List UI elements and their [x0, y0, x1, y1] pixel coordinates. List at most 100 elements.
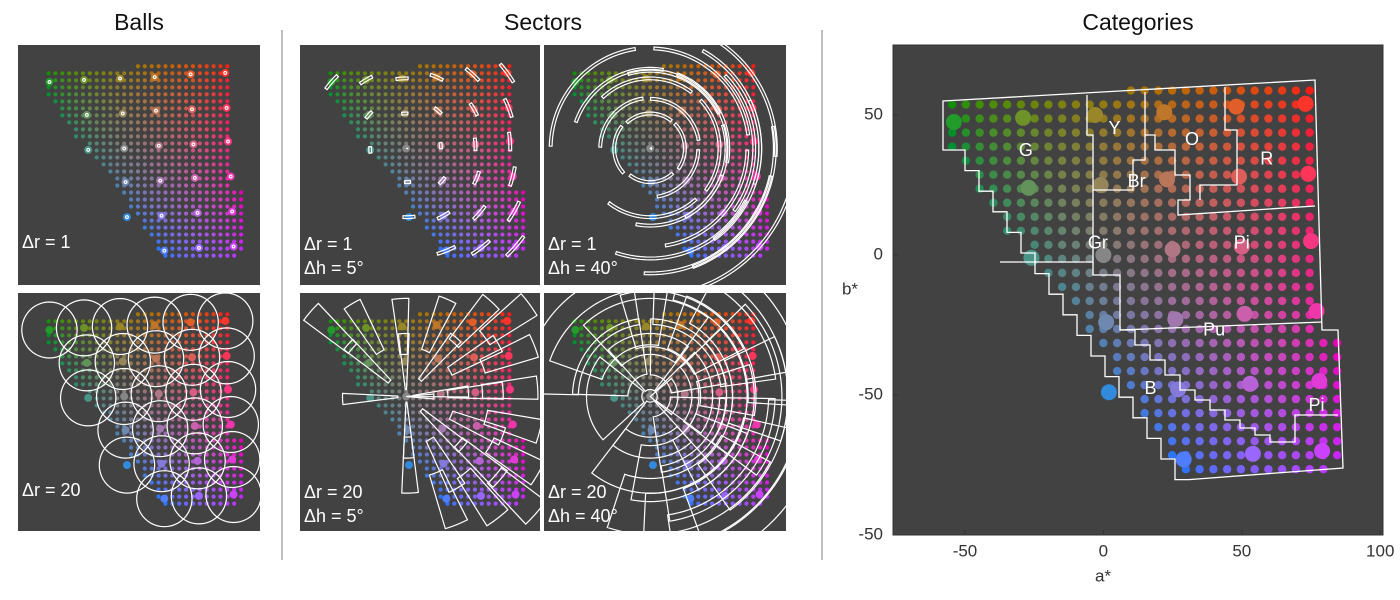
sector [504, 234, 526, 258]
ball [156, 143, 161, 148]
sample-dot [1085, 212, 1094, 221]
sample-dot [1016, 170, 1026, 179]
sample-dot [1236, 128, 1246, 137]
sample-dot [1250, 240, 1259, 250]
sample-dot [975, 114, 984, 123]
sector [446, 381, 504, 400]
sample-dot [1167, 366, 1177, 376]
sample-dot [1030, 114, 1039, 123]
sector [468, 101, 480, 117]
sample-dot [1209, 100, 1218, 109]
sample-dot [1291, 352, 1301, 362]
sample-dot [1167, 198, 1177, 207]
sample-dot [1305, 86, 1314, 95]
sample-dot [1236, 254, 1246, 264]
ball [191, 142, 196, 147]
sample-dot [1264, 310, 1273, 320]
sample-dot [1291, 380, 1301, 390]
sample-dot [1167, 436, 1177, 446]
sample-dot [1236, 282, 1246, 292]
sample-dot [1250, 338, 1259, 348]
sample-dot [1140, 366, 1149, 376]
sector [364, 109, 374, 121]
sector [402, 214, 416, 220]
sample-dot [1085, 254, 1094, 264]
category-point [1175, 451, 1192, 468]
sample-dot [1264, 268, 1273, 278]
ball [94, 332, 152, 391]
sample-dot [1291, 338, 1301, 348]
sector [630, 413, 749, 503]
sector [666, 399, 786, 531]
sample-dot [1277, 114, 1287, 123]
sample-dot [1222, 184, 1232, 193]
sample-dot [1332, 408, 1342, 418]
sample-dot [1195, 338, 1204, 348]
sample-dot [1112, 212, 1122, 221]
category-label: Pi [1309, 395, 1325, 415]
category-point [1170, 381, 1187, 398]
sector [649, 377, 679, 416]
sample-dot [1195, 212, 1204, 221]
sector [453, 436, 509, 489]
sample-dot [1140, 184, 1149, 193]
sample-dot [975, 128, 984, 137]
sample-dot [1167, 296, 1177, 306]
sector [606, 434, 772, 531]
sample-dot [1140, 212, 1149, 221]
sample-dot [1044, 184, 1053, 193]
sample-dot [1209, 282, 1218, 292]
sample-dot [1030, 100, 1039, 109]
category-point [1233, 238, 1250, 255]
sample-dot [1250, 282, 1259, 292]
sample-dot [1071, 184, 1081, 193]
sample-dot [1030, 156, 1039, 165]
ball [228, 174, 233, 179]
sample-dot [1291, 170, 1301, 179]
ball [223, 70, 228, 75]
sample-dot [1044, 240, 1053, 250]
panel-content [324, 62, 526, 258]
sample-dot [1264, 114, 1273, 123]
ball [95, 367, 153, 426]
sample-dot [1264, 352, 1273, 362]
sample-dot [1154, 366, 1163, 376]
sample-dot [1222, 394, 1232, 404]
sample-dot [1181, 408, 1191, 418]
sample-dot [1305, 268, 1314, 278]
y-axis-label: b* [842, 279, 858, 298]
sector [672, 293, 786, 406]
sample-dot [1195, 198, 1204, 207]
sample-dot [1154, 296, 1163, 306]
sector [627, 68, 721, 116]
sample-dot [1071, 114, 1081, 123]
sample-dot [1126, 156, 1136, 165]
sample-dot [1154, 422, 1163, 432]
sample-dot [1236, 86, 1246, 95]
sample-dot [1222, 212, 1232, 221]
sample-dot [1332, 422, 1342, 432]
sample-dot [1002, 198, 1012, 207]
sample-dot [961, 156, 971, 165]
sample-dot [1250, 394, 1259, 404]
sample-dot [1154, 142, 1163, 151]
sample-dot [1126, 100, 1136, 109]
delta-h-label: Δh = 5° [304, 258, 364, 278]
ball [55, 299, 113, 357]
sample-dot [1305, 451, 1314, 460]
sample-dot [1112, 310, 1122, 320]
sector [464, 66, 481, 83]
sample-dot [1250, 465, 1259, 474]
category-point [1098, 314, 1115, 331]
sample-dot [1016, 156, 1026, 165]
sample-dot [1277, 394, 1287, 404]
sample-dot [1264, 100, 1273, 109]
sample-dot [1332, 380, 1342, 390]
sample-dot [1167, 352, 1177, 362]
sample-dot [1071, 156, 1081, 165]
sample-dot [1209, 352, 1218, 362]
sample-dot [1277, 226, 1287, 235]
sample-dot [1030, 198, 1039, 207]
sector [664, 149, 750, 248]
